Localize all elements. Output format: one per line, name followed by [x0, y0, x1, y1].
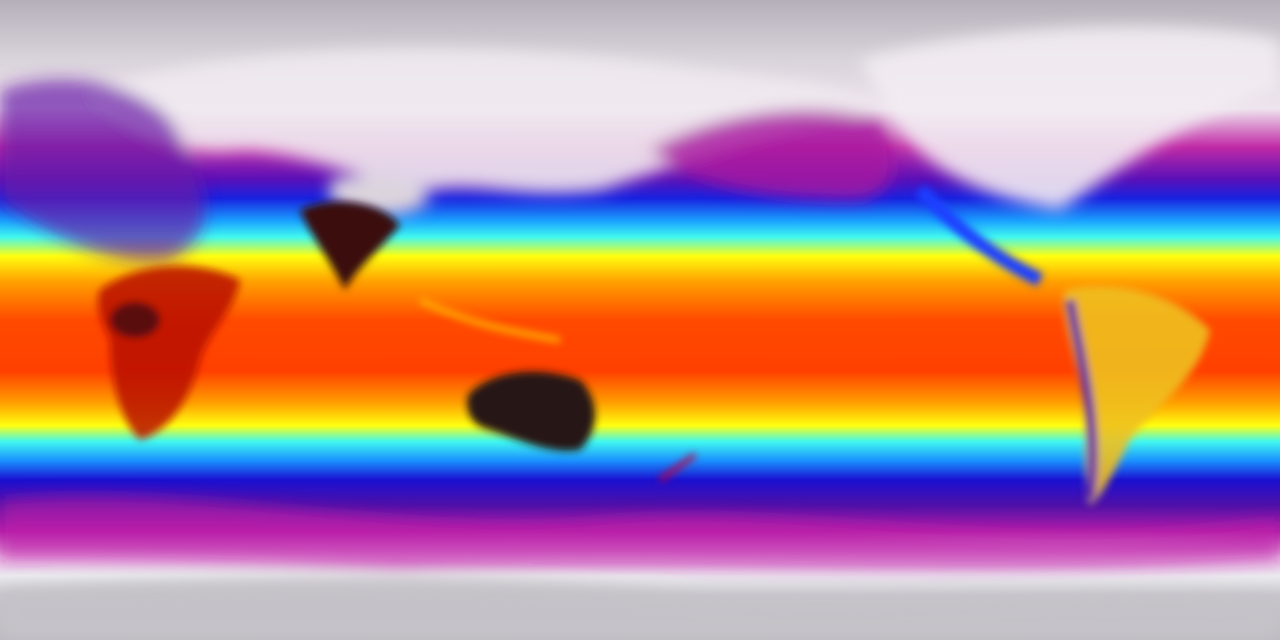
sahara-hot-spot: [110, 302, 160, 338]
australia: [467, 371, 595, 451]
southern-ocean-magenta: [0, 495, 1280, 570]
new-zealand: [658, 452, 697, 483]
central-america: [915, 185, 1044, 287]
siberia-magenta: [0, 80, 205, 262]
pacific-magenta-tongue: [650, 110, 894, 200]
south-america: [1063, 286, 1210, 505]
north-america-cold-region: [860, 26, 1280, 210]
andes: [1065, 299, 1098, 501]
india: [300, 201, 400, 290]
antarctica-ice: [0, 579, 1280, 640]
maritime-continent: [418, 297, 561, 343]
